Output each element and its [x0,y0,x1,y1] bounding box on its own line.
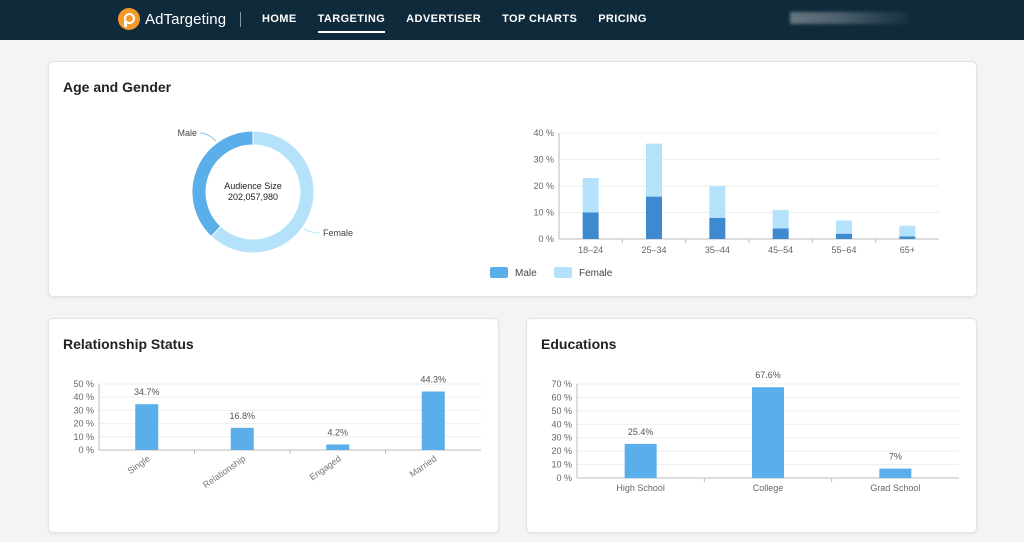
edu-bar [752,387,784,478]
rel-y-tick-label: 50 % [73,379,94,389]
age-bar-male [772,228,789,239]
age-bar-male [582,212,599,239]
logo[interactable]: AdTargeting [118,7,226,31]
nav-divider [240,12,241,27]
card-title-age-gender: Age and Gender [63,79,172,95]
edu-y-tick-label: 50 % [551,406,572,416]
age-bar-female [772,209,789,229]
edu-y-tick-label: 70 % [551,379,572,389]
age-legend-swatch-female [554,267,572,278]
edu-x-tick-label: High School [616,483,665,493]
age-bar-male [836,233,852,239]
rel-bar [421,391,445,450]
edu-y-tick-label: 10 % [551,460,572,470]
user-account-menu[interactable] [790,12,910,24]
edu-y-tick-label: 60 % [551,392,572,402]
age-y-tick-label: 20 % [533,181,554,191]
age-x-tick-label: 55–64 [831,245,856,255]
rel-data-label: 16.8% [229,411,255,421]
age-y-tick-label: 10 % [533,208,554,218]
rel-x-tick-label: Married [408,453,439,479]
edu-y-tick-label: 30 % [551,433,572,443]
age-bar-female [646,143,662,197]
nav-top-charts[interactable]: TOP CHARTS [502,13,578,25]
nav-pricing[interactable]: PRICING [598,13,647,25]
age-legend-label-male: Male [515,268,537,279]
main-nav: HOME TARGETING ADVERTISER TOP CHARTS PRI… [262,0,668,40]
edu-data-label: 25.4% [628,427,654,437]
nav-home[interactable]: HOME [262,13,297,25]
age-bar-female [709,186,726,218]
age-x-tick-label: 45–54 [768,245,793,255]
logo-icon [118,8,140,30]
edu-y-tick-label: 0 % [556,473,572,483]
edu-y-tick-label: 40 % [551,419,572,429]
rel-data-label: 34.7% [134,387,160,397]
age-x-tick-label: 65+ [900,245,915,255]
age-bar-female [582,178,599,213]
age-x-tick-label: 35–44 [705,245,730,255]
donut-center-value: 202,057,980 [228,192,278,202]
educations-card: Educations 0 % 10 % 20 % 30 % 40 % 50 % 60 % 70… [526,318,977,533]
rel-y-tick-label: 0 % [78,445,94,455]
top-navbar: AdTargeting HOME TARGETING ADVERTISER TO… [0,0,1024,40]
age-bar-male [646,196,662,239]
age-y-tick-label: 30 % [533,155,554,165]
edu-data-label: 67.6% [755,370,781,380]
age-stacked-bar-chart: 0 % 10 % 20 % 30 % 40 % 18–24 25–34 35–44 45–54 5… [490,128,939,279]
age-y-tick-label: 40 % [533,128,554,138]
donut-label-male: Male [177,128,197,138]
rel-data-label: 44.3% [420,375,446,385]
logo-text: AdTargeting [145,10,227,28]
age-legend-swatch-male [490,267,508,278]
male-leader-line [199,132,217,142]
edu-y-tick-label: 20 % [551,446,572,456]
age-x-tick-label: 18–24 [578,245,603,255]
edu-x-tick-label: College [753,483,784,493]
nav-advertiser[interactable]: ADVERTISER [406,13,482,25]
rel-y-tick-label: 10 % [73,432,94,442]
rel-y-tick-label: 20 % [73,419,94,429]
rel-x-tick-label: Single [126,453,152,476]
donut-center-label: Audience Size [224,181,282,191]
age-gender-card: Age and Gender Male Female Audience Size 20… [48,61,977,297]
rel-bar [135,404,159,450]
rel-data-label: 4.2% [327,427,348,437]
rel-x-tick-label: Relationship [201,453,247,490]
age-legend-label-female: Female [579,268,613,279]
edu-x-tick-label: Grad School [870,483,920,493]
age-bar-male [899,236,916,239]
age-bar-female [836,220,852,234]
relationship-bar-chart: 0 % 10 % 20 % 30 % 40 % 50 % 34.7% Single 16.8% R… [73,375,481,490]
rel-y-tick-label: 40 % [73,392,94,402]
rel-y-tick-label: 30 % [73,405,94,415]
rel-x-tick-label: Engaged [308,453,343,482]
card-title-educations: Educations [541,336,617,352]
age-bar-female [899,225,916,237]
nav-targeting[interactable]: TARGETING [317,0,386,40]
edu-data-label: 7% [889,452,902,462]
age-x-tick-label: 25–34 [641,245,666,255]
donut-slice-male [191,130,254,238]
edu-bar [879,468,912,478]
educations-bar-chart: 0 % 10 % 20 % 30 % 40 % 50 % 60 % 70 % 25.4% High… [551,370,959,493]
donut-label-female: Female [323,228,353,238]
relationship-card: Relationship Status 0 % 10 % 20 % 30 % 40 % 5… [48,318,499,533]
age-y-tick-label: 0 % [538,234,554,244]
rel-bar [326,444,350,450]
female-leader-line [303,228,320,234]
edu-bar [624,443,657,478]
card-title-relationship: Relationship Status [63,336,194,352]
age-bar-male [709,217,726,239]
rel-bar [230,427,254,450]
